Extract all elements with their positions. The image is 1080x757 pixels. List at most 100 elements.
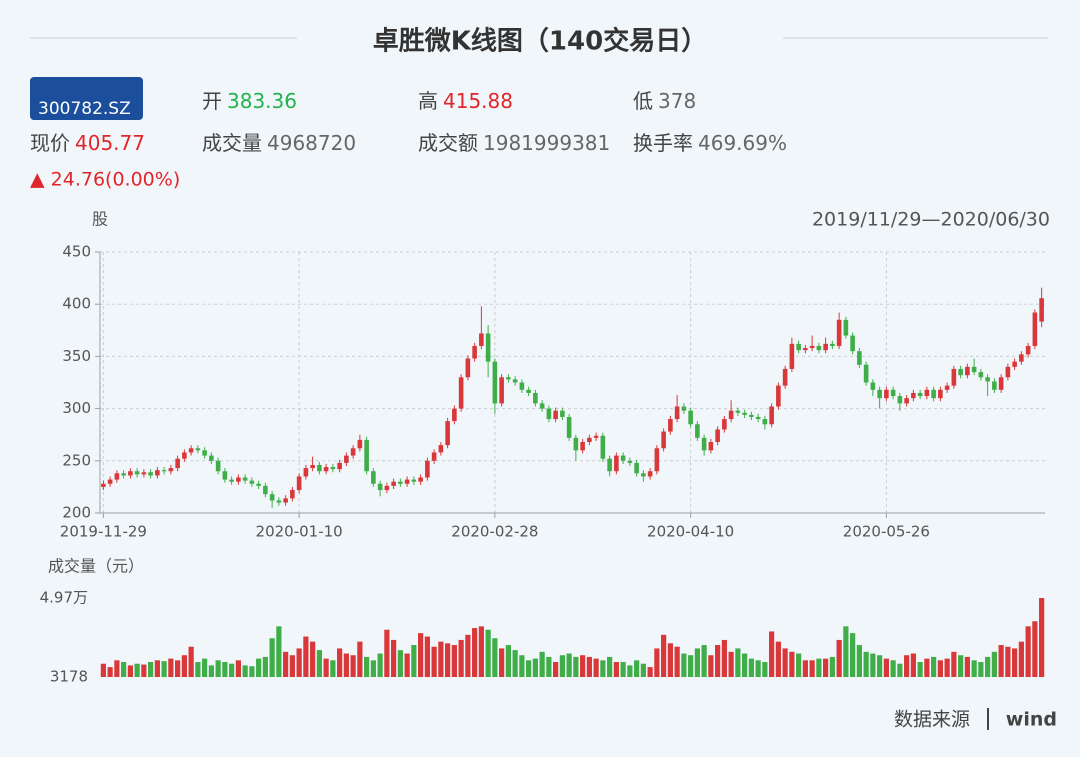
volume-bar	[546, 656, 552, 677]
candle-body	[850, 335, 855, 352]
candle-body	[357, 439, 363, 449]
y-axis-label: 股	[92, 210, 108, 229]
volume-bar	[478, 626, 484, 677]
volume-bar	[242, 665, 248, 677]
candle-body	[715, 429, 720, 443]
candle-body	[641, 473, 646, 477]
candle-body	[958, 368, 963, 376]
volume-bar	[674, 646, 680, 677]
candle-body	[992, 381, 997, 390]
quote-value: 378	[658, 89, 696, 113]
volume-bar	[404, 653, 410, 677]
candle-body	[195, 448, 201, 451]
y-tick-label: 300	[62, 399, 91, 417]
volume-bar	[762, 662, 768, 677]
volume-bar	[397, 650, 403, 677]
volume-bar	[769, 631, 775, 677]
volume-bar	[215, 660, 221, 677]
volume-axis-label: 成交量（元）	[48, 557, 144, 576]
candle-body	[391, 481, 396, 486]
volume-bar	[910, 653, 916, 677]
volume-bar	[154, 660, 160, 677]
volume-bar	[485, 629, 491, 677]
candle-body	[695, 424, 700, 438]
volume-bar	[208, 665, 214, 677]
candle-body	[890, 389, 896, 397]
candle-body	[614, 455, 619, 472]
quote-value: 383.36	[227, 89, 297, 113]
candle-body	[276, 500, 282, 503]
candle-body	[141, 472, 147, 475]
candle-body	[668, 419, 673, 432]
quote-label: 高	[418, 89, 438, 113]
candle-body	[830, 343, 835, 346]
volume-bar	[303, 636, 309, 677]
quote-field: 高 415.88	[418, 89, 513, 113]
volume-bar	[897, 663, 903, 677]
date-range: 2019/11/29—2020/06/30	[812, 209, 1050, 231]
candle-body	[512, 379, 518, 383]
volume-bar	[944, 658, 950, 677]
candle-body	[573, 437, 579, 451]
candle-body	[803, 348, 808, 351]
volume-bar	[816, 658, 822, 677]
candle-body	[978, 372, 984, 378]
candle-body	[533, 392, 538, 404]
candle-body	[310, 464, 315, 469]
quote-field: 成交量 4968720	[202, 131, 356, 155]
volume-bar	[964, 656, 970, 677]
volume-bar	[681, 653, 687, 677]
volume-bar	[1005, 646, 1011, 677]
candle-body	[755, 416, 761, 420]
candle-body	[458, 377, 464, 409]
volume-bar	[431, 646, 437, 677]
volume-bar	[492, 638, 498, 677]
candle-body	[1019, 354, 1024, 362]
candle-body	[377, 483, 383, 491]
volume-bar	[1025, 626, 1031, 677]
volume-bar	[721, 639, 727, 677]
volume-bar	[782, 648, 788, 677]
volume-bar	[411, 645, 417, 677]
candle-body	[371, 471, 376, 484]
candle-body	[587, 437, 592, 443]
volume-bar	[870, 653, 876, 677]
candle-body	[438, 445, 444, 453]
volume-bar	[661, 634, 667, 677]
volume-bar	[249, 666, 255, 677]
volume-bar	[370, 660, 376, 677]
volume-bar	[600, 660, 606, 677]
candle-body	[971, 366, 977, 373]
volume-bar	[107, 667, 113, 677]
quote-label: 开	[202, 89, 222, 113]
candle-body	[897, 396, 903, 404]
candle-body	[843, 319, 849, 336]
volume-bar	[958, 655, 964, 677]
volume-bar	[863, 651, 869, 677]
volume-bar	[276, 626, 282, 677]
volume-bar	[114, 660, 120, 677]
candle-body	[330, 467, 336, 470]
candle-body	[411, 479, 417, 482]
candle-body	[317, 464, 322, 472]
candle-body	[263, 485, 268, 495]
volume-bar	[829, 656, 835, 677]
volume-bar	[701, 645, 707, 677]
volume-bar	[647, 667, 653, 677]
volume-bar	[735, 648, 741, 677]
candle-body	[101, 483, 106, 487]
candle-body	[789, 343, 795, 369]
x-tick-label: 2020-02-28	[451, 523, 538, 541]
candle-body	[337, 462, 342, 470]
volume-bar	[971, 660, 977, 677]
candle-body	[647, 471, 653, 477]
candle-body	[749, 414, 754, 417]
candle-body	[350, 448, 356, 456]
candle-body	[870, 382, 876, 390]
quote-label: 低	[633, 89, 653, 113]
candle-body	[242, 477, 248, 481]
candle-body	[296, 476, 302, 491]
candle-body	[107, 479, 113, 484]
candle-body	[681, 406, 687, 411]
